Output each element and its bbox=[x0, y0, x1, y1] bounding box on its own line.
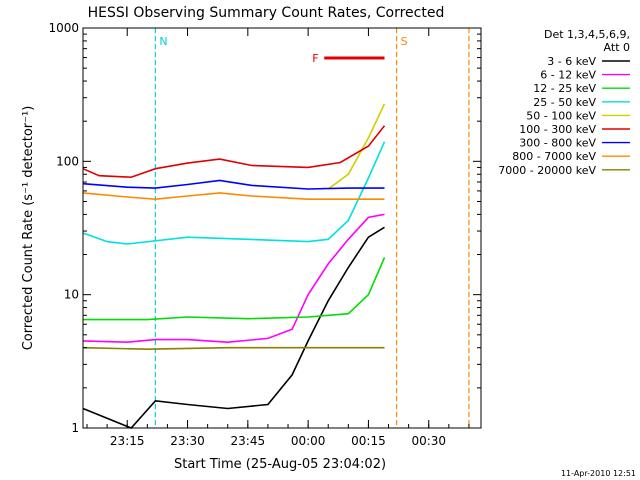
chart-title: HESSI Observing Summary Count Rates, Cor… bbox=[88, 5, 445, 21]
series-line-2 bbox=[82, 213, 385, 344]
x-tick-label: 23:45 bbox=[231, 434, 266, 448]
legend-label: 25 - 50 keV bbox=[533, 96, 596, 109]
flag-f-label: F bbox=[312, 52, 318, 65]
y-tick-label: 1 bbox=[71, 421, 79, 435]
legend-label: 100 - 300 keV bbox=[519, 123, 596, 136]
flag-n-label: N bbox=[159, 35, 167, 48]
y-axis-label: Corrected Count Rate (s⁻¹ detector⁻¹) bbox=[21, 106, 36, 351]
series-line-7 bbox=[82, 179, 385, 190]
legend-label: 6 - 12 keV bbox=[540, 69, 596, 82]
x-tick-label: 00:30 bbox=[411, 434, 446, 448]
series-line-3 bbox=[83, 257, 386, 321]
x-tick-label: 00:15 bbox=[351, 434, 386, 448]
series-line-8 bbox=[82, 192, 385, 201]
axes-layer: 23:15 23:30 23:45 00:00 00:15 00:30 1 10 100 1000 bbox=[48, 21, 481, 448]
y-tick-label: 100 bbox=[56, 154, 79, 168]
x-axis-label: Start Time (25-Aug-05 23:04:02) bbox=[174, 457, 386, 472]
y-tick-label: 10 bbox=[64, 288, 79, 302]
legend-header: Att 0 bbox=[604, 41, 630, 54]
plot-frame bbox=[82, 27, 482, 429]
legend-label: 800 - 7000 keV bbox=[512, 150, 596, 163]
series-line-5 bbox=[327, 103, 386, 190]
legend-label: 7000 - 20000 keV bbox=[498, 164, 596, 177]
legend-header: Det 1,3,4,5,6,9, bbox=[544, 28, 630, 41]
legend-label: 12 - 25 keV bbox=[533, 82, 596, 95]
legend-label: 3 - 6 keV bbox=[547, 55, 596, 68]
legend-label: 50 - 100 keV bbox=[526, 109, 596, 122]
series-line-6 bbox=[82, 125, 386, 179]
flag-s-label: S bbox=[401, 35, 408, 48]
x-tick-label: 23:15 bbox=[110, 434, 145, 448]
x-tick-label: 00:00 bbox=[291, 434, 326, 448]
series-line-9 bbox=[82, 346, 385, 351]
x-tick-label: 23:30 bbox=[170, 434, 205, 448]
legend-label: 300 - 800 keV bbox=[519, 137, 596, 150]
y-tick-label: 1000 bbox=[48, 21, 79, 35]
timestamp-label: 11-Apr-2010 12:51 bbox=[561, 469, 636, 478]
series-layer bbox=[82, 103, 386, 429]
series-line-1 bbox=[82, 226, 385, 429]
flag-layer: N F S bbox=[154, 28, 470, 428]
